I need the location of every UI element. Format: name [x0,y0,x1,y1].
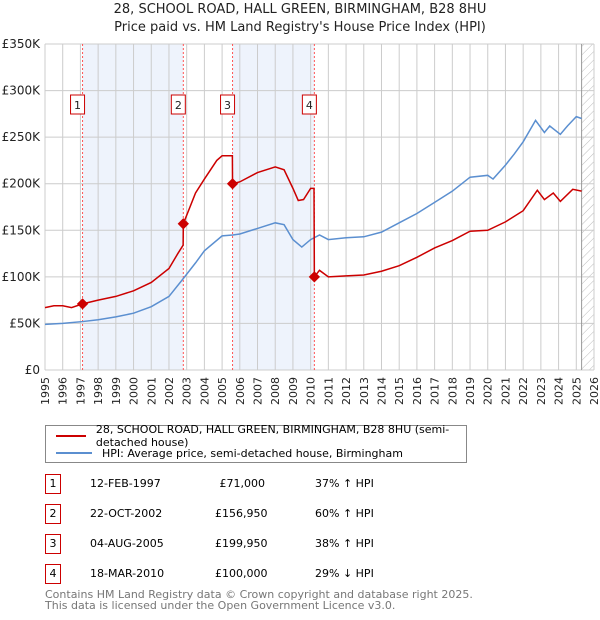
x-tick-label: 2000 [128,377,141,405]
x-tick-label: 2012 [340,377,353,405]
sale-date: 12-FEB-1997 [90,477,161,490]
y-tick-label: £250K [2,130,42,144]
sale-marker-label: 3 [45,534,61,554]
sale-label: 2 [175,99,182,112]
sale-row: 2 22-OCT-2002 £156,950 60% ↑ HPI [45,504,445,526]
sale-label: 4 [306,99,313,112]
x-tick-label: 2017 [429,377,442,405]
legend-blue-swatch [56,452,92,454]
x-tick-label: 2018 [446,377,459,405]
x-tick-label: 2020 [482,377,495,405]
sale-price: £71,000 [219,477,266,490]
x-tick-label: 2025 [570,377,583,405]
x-tick-label: 2008 [269,377,282,405]
series-line [44,155,582,309]
y-tick-label: £0 [25,363,40,377]
x-tick-label: 1999 [110,377,123,405]
sale-date: 04-AUG-2005 [90,537,164,550]
x-tick-label: 2016 [411,377,424,405]
sale-label-box [70,94,86,115]
sale-price: £100,000 [215,567,268,580]
sale-row: 3 04-AUG-2005 £199,950 38% ↑ HPI [45,534,445,556]
sale-row: 1 12-FEB-1997 £71,000 37% ↑ HPI [45,474,445,496]
sale-label-box [170,94,186,115]
x-tick-label: 1998 [92,377,105,405]
legend-property: 28, SCHOOL ROAD, HALL GREEN, BIRMINGHAM,… [95,423,450,449]
y-tick-label: £150K [2,223,42,237]
x-tick-label: 1996 [57,377,70,405]
x-tick-label: 2004 [198,377,211,405]
x-tick-label: 2006 [234,377,247,405]
sale-label: 3 [224,99,231,112]
x-tick-label: 1995 [39,377,52,405]
y-tick-label: £100K [2,270,42,284]
y-tick-label: £300K [2,84,42,98]
y-tick-label: £350K [2,37,42,51]
x-tick-label: 2009 [287,377,300,405]
x-tick-label: 2011 [322,377,335,405]
sale-marker-label: 2 [45,504,61,524]
sale-hpi-diff: 60% ↑ HPI [315,507,374,520]
sale-label: 1 [74,99,81,112]
sale-hpi-diff: 37% ↑ HPI [315,477,374,490]
shaded-period [82,44,184,370]
x-tick-label: 1997 [74,377,87,405]
x-tick-label: 2003 [181,377,194,405]
chart-title: 28, SCHOOL ROAD, HALL GREEN, BIRMINGHAM,… [113,2,487,17]
x-tick-label: 2024 [553,377,566,405]
footer: Contains HM Land Registry data © Crown c… [45,589,473,611]
y-tick-label: £200K [2,177,42,191]
x-tick-label: 2021 [499,377,512,405]
x-tick-label: 2010 [305,377,318,405]
sale-point [177,218,189,230]
footer-line1: Contains HM Land Registry data © Crown c… [45,588,473,601]
chart: 1995 1996 1997 1998 1999 2000 2001 2002 2003 2004… [2,37,600,405]
legend: 28, SCHOOL ROAD, HALL GREEN, BIRMINGHAM,… [45,423,467,463]
sale-marker-label: 1 [45,474,61,494]
legend-hpi: HPI: Average price, semi-detached house,… [102,446,403,460]
shaded-period [232,44,315,370]
sale-marker-label: 4 [45,564,61,584]
x-tick-label: 2013 [358,377,371,405]
sale-date: 22-OCT-2002 [90,507,163,520]
sale-price: £156,950 [215,507,268,520]
sale-point [308,271,321,283]
sale-row: 4 18-MAR-2010 £100,000 29% ↓ HPI [45,564,445,586]
x-tick-label: 2023 [535,377,548,405]
sale-point [226,178,239,190]
y-tick-label: £50K [9,316,41,330]
x-tick-label: 2002 [163,377,176,405]
sale-hpi-diff: 29% ↓ HPI [315,567,374,580]
x-tick-label: 2019 [464,377,477,405]
x-tick-label: 2007 [252,377,265,405]
x-tick-label: 2001 [145,377,158,405]
sale-price: £199,950 [215,537,268,550]
forecast-hatch [581,44,594,370]
footer-line2: This data is licensed under the Open Gov… [45,599,396,612]
x-tick-label: 2005 [216,377,229,405]
x-tick-label: 2026 [588,377,600,405]
x-tick-label: 2015 [393,377,406,405]
sale-label-box [220,94,236,115]
x-tick-label: 2014 [375,377,388,405]
chart-subtitle: Price paid vs. HM Land Registry's House … [114,20,486,35]
series-line [44,115,582,326]
sale-hpi-diff: 38% ↑ HPI [315,537,374,550]
x-tick-label: 2022 [517,377,530,405]
sale-label-box [301,94,317,115]
legend-red-swatch [56,435,86,437]
sale-date: 18-MAR-2010 [90,567,165,580]
